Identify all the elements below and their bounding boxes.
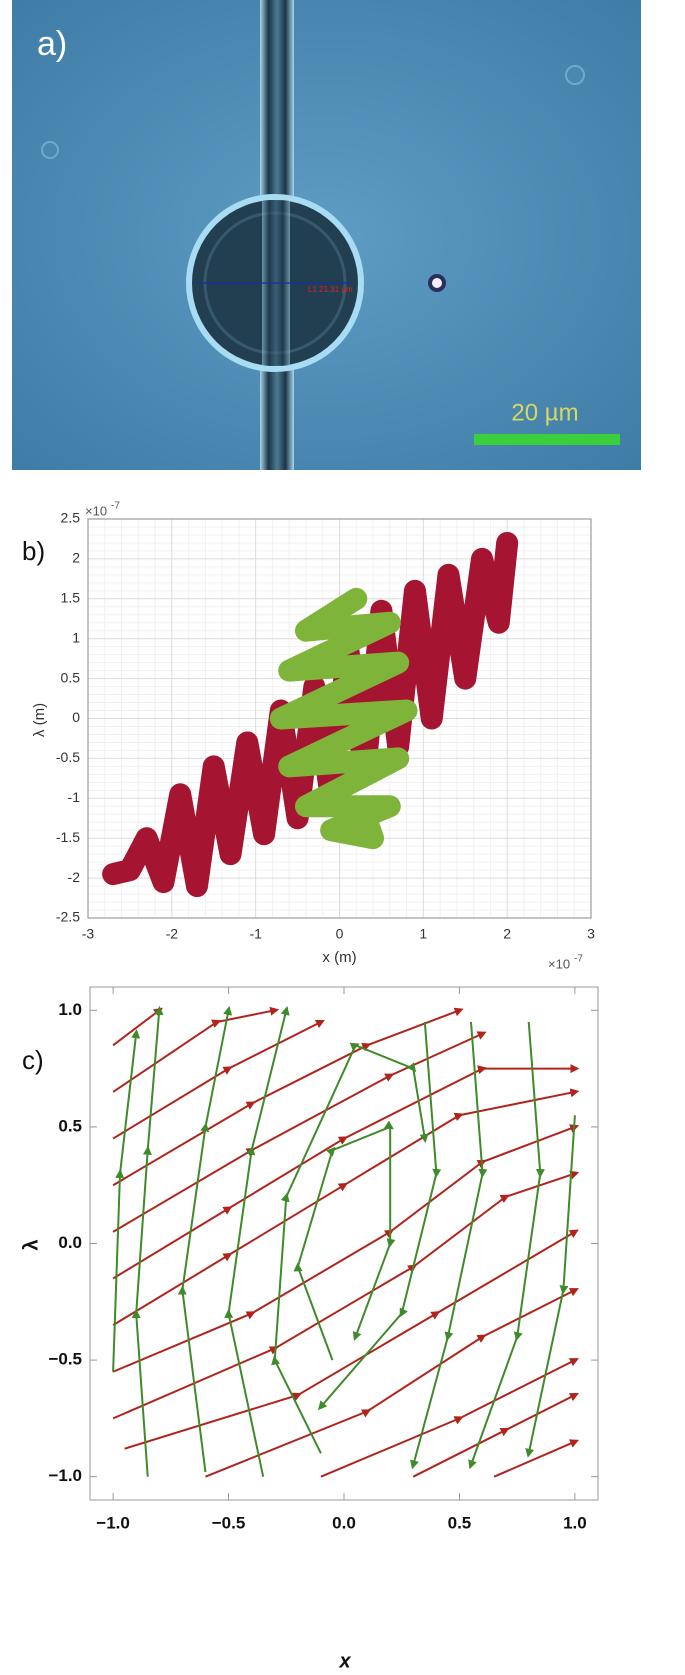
x-multiplier: ×10: [548, 956, 570, 971]
x-tick-label: -1: [249, 926, 262, 942]
x-tick-label: 0: [336, 926, 344, 942]
y-tick-label: -1.5: [56, 829, 80, 845]
y-tick-label: 1.5: [61, 590, 81, 606]
x-tick-label: 1.0: [563, 1513, 587, 1532]
x-tick-label: −1.0: [96, 1513, 130, 1532]
y-axis-label: λ: [20, 1239, 42, 1250]
y-tick-label: -1: [68, 789, 81, 805]
y-axis-label: λ (m): [31, 703, 48, 737]
x-tick-label: 1: [419, 926, 427, 942]
x-tick-label: −0.5: [212, 1513, 246, 1532]
x-tick-label: 0.0: [332, 1513, 356, 1532]
streamline: [525, 1115, 576, 1458]
streamline: [224, 1005, 290, 1477]
x-axis-label: x (m): [322, 949, 356, 966]
scale-bar-label: 20 µm: [511, 399, 578, 426]
y-tick-label: 0.0: [58, 1233, 82, 1252]
x-multiplier-exponent: -7: [574, 954, 583, 965]
measurement-label: L1 21.31 µm: [308, 285, 353, 294]
y-tick-label: -2.5: [56, 909, 80, 925]
streamline: [177, 1005, 233, 1473]
panel-label: b): [22, 536, 45, 566]
y-tick-label: -2: [68, 869, 81, 885]
y-tick-label: 2: [72, 550, 80, 566]
y-tick-label: -0.5: [56, 749, 80, 765]
streamline: [112, 1029, 141, 1372]
y-multiplier: ×10: [85, 503, 107, 518]
microscope-image: [12, 0, 641, 470]
plot-frame: [87, 518, 592, 919]
y-tick-label: 2.5: [61, 510, 81, 526]
panel-label: c): [22, 1045, 44, 1075]
streamline: [317, 1021, 442, 1411]
trajectory: [102, 531, 519, 898]
trajectory: [269, 587, 418, 850]
x-axis-label: x: [338, 1650, 351, 1672]
x-tick-label: -3: [82, 926, 95, 942]
y-tick-label: 0: [72, 709, 80, 725]
panel-label: a): [37, 25, 67, 63]
x-tick-label: -2: [166, 926, 179, 942]
streamline: [131, 1005, 164, 1477]
y-tick-label: 0.5: [58, 1116, 82, 1135]
y-tick-label: −0.5: [48, 1350, 82, 1369]
x-tick-label: 0.5: [448, 1513, 472, 1532]
plot-frame: [89, 986, 599, 1501]
y-multiplier-exponent: -7: [111, 501, 120, 512]
y-tick-label: 1: [72, 629, 80, 645]
streamline: [468, 1021, 545, 1470]
y-tick-label: −1.0: [48, 1466, 82, 1485]
y-tick-label: 1.0: [58, 1000, 82, 1019]
x-tick-label: 3: [587, 926, 595, 942]
x-tick-label: 2: [503, 926, 511, 942]
y-tick-label: 0.5: [61, 669, 81, 685]
